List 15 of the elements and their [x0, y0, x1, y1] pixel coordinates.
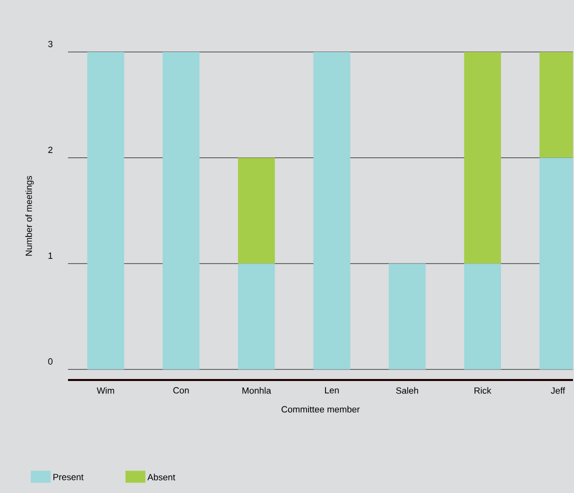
x-tick-label: Monhla [242, 387, 272, 394]
y-tick-label: 0 [48, 358, 53, 365]
y-axis-title: Number of meetings [25, 176, 34, 256]
x-tick-label: Con [173, 387, 189, 394]
y-tick-label: 3 [48, 40, 52, 48]
y-tick-label: 2 [48, 146, 52, 153]
x-axis-title: Committee member [282, 406, 360, 412]
x-tick-label: Wim [96, 387, 114, 394]
x-tick-label: Rick [474, 387, 492, 394]
legend-label: Present [53, 474, 84, 480]
x-tick-label: Jeff [550, 387, 566, 394]
legend-label: Absent [147, 474, 176, 480]
x-tick-label: Saleh [396, 387, 418, 394]
y-tick-label: 1 [48, 252, 52, 259]
x-tick-label: Len [325, 387, 339, 394]
